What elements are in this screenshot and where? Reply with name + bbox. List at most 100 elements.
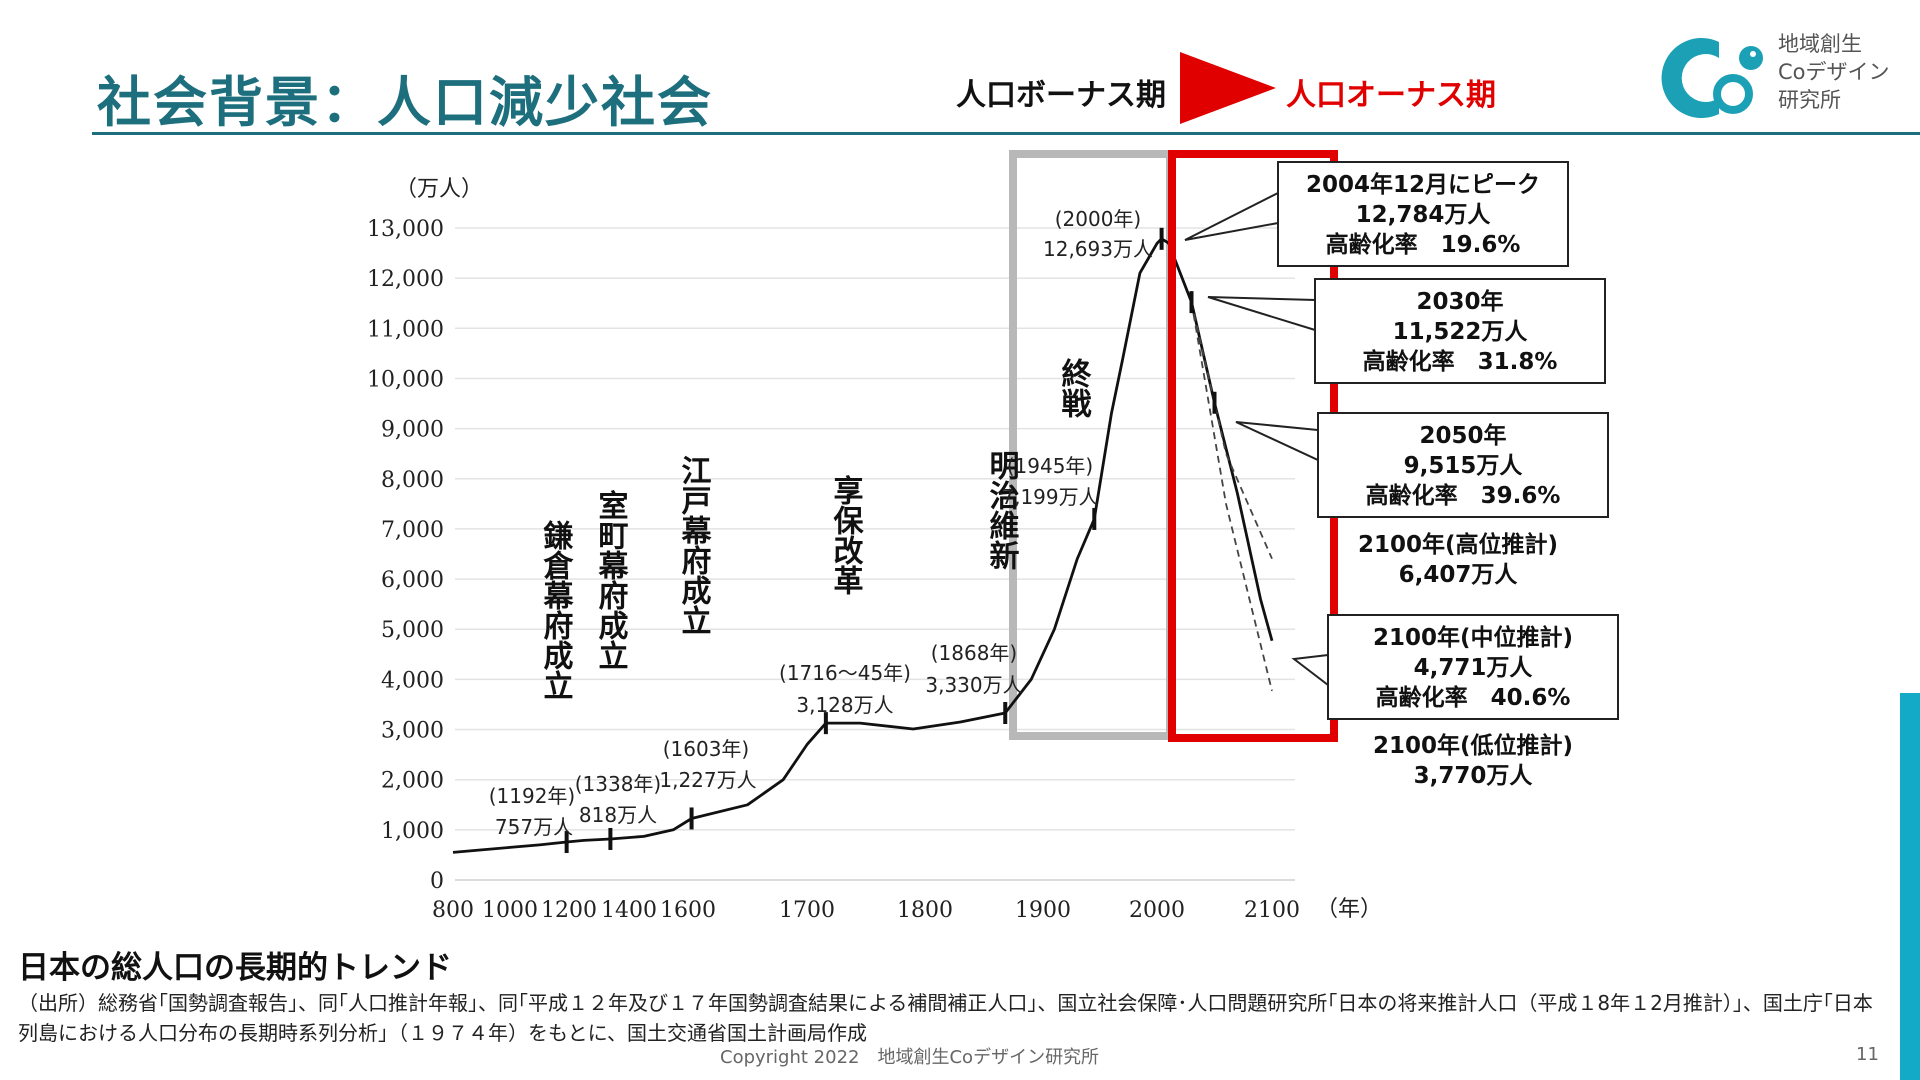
x-tick-label: 2000 <box>1129 898 1185 923</box>
x-tick-label: 1700 <box>779 898 835 923</box>
x-tick-label: 1400 <box>601 898 657 923</box>
series-line-high <box>1190 301 1273 560</box>
callout-line-3: 高齢化率 40.6% <box>1376 684 1571 711</box>
callout-2004-peak: 2004年12月にピーク 12,784万人 高齢化率 19.6% <box>1184 161 1569 267</box>
y-tick-label: 2,000 <box>381 769 444 794</box>
copyright-text: Copyright 2022 地域創生Coデザイン研究所 <box>720 1047 1100 1068</box>
callout-line-1: 2050年 <box>1419 422 1506 449</box>
y-tick-label: 12,000 <box>367 267 444 292</box>
callout-2100-low: 2100年(低位推計) 3,770万人 <box>1373 732 1573 789</box>
y-tick-label: 0 <box>430 869 444 894</box>
callout-2100-high: 2100年(高位推計) 6,407万人 <box>1358 531 1558 588</box>
logo-wordmark: 地域創生 Coデザイン 研究所 <box>1778 30 1890 114</box>
x-tick-label: 1000 <box>482 898 538 923</box>
series-line-actual-medium <box>452 237 1274 854</box>
callout-line-1: 2100年(低位推計) <box>1373 732 1573 759</box>
bonus-phase-label: 人口ボーナス期 <box>956 78 1166 113</box>
event-2000: (2000年) 12,693万人 <box>1043 207 1153 261</box>
callout-2100-medium: 2100年(中位推計) 4,771万人 高齢化率 40.6% <box>1291 614 1619 720</box>
event-end-of-war: 終戦 (1945年) 7,199万人 <box>1001 357 1098 509</box>
callout-box <box>1317 412 1609 518</box>
callout-line-2: 11,522万人 <box>1393 319 1529 345</box>
y-tick-label: 1,000 <box>381 819 444 844</box>
callout-box <box>1277 161 1569 267</box>
event-label: 鎌倉幕府成立 <box>538 520 575 700</box>
y-tick-label: 7,000 <box>381 518 444 543</box>
series-line-low <box>1190 301 1273 692</box>
event-label: 享保改革 <box>828 474 864 595</box>
y-tick-label: 3,000 <box>381 719 444 744</box>
series-lines <box>452 237 1274 854</box>
event-label: 明治維新 <box>984 450 1020 571</box>
callout-line-1: 2004年12月にピーク <box>1306 171 1540 198</box>
callout-box <box>1314 278 1606 384</box>
callout-line-2: 3,770万人 <box>1414 763 1534 789</box>
event-year: (1192年) <box>489 784 576 808</box>
event-value: 12,693万人 <box>1043 237 1153 261</box>
x-tick-label: 2100 <box>1244 898 1300 923</box>
grid-lines <box>455 227 1295 881</box>
x-axis-ticks: 800 1000 1200 1400 1600 1700 1800 1900 2000 2100 <box>432 898 1300 923</box>
callout-line-1: 2100年(高位推計) <box>1358 531 1558 558</box>
event-muromachi: 室町幕府成立 (1338年) 818万人 <box>575 489 662 827</box>
logo-line-2: Coデザイン <box>1778 60 1890 84</box>
event-year: (1945年) <box>1007 454 1094 478</box>
event-edo: 江戸幕府成立 (1603年) 1,227万人 <box>659 455 756 792</box>
x-axis-unit: （年） <box>1316 897 1382 922</box>
callout-pointer <box>1207 296 1316 332</box>
event-value: 757万人 <box>495 815 573 839</box>
x-tick-label: 1200 <box>541 898 597 923</box>
event-kyoho: 享保改革 (1716～45年) 3,128万人 <box>779 474 911 717</box>
event-markers <box>564 227 1217 854</box>
y-tick-label: 13,000 <box>367 217 444 242</box>
event-year: (1868年) <box>931 641 1018 665</box>
logo-icon <box>1661 38 1763 118</box>
y-tick-label: 8,000 <box>381 468 444 493</box>
callout-line-1: 2100年(中位推計) <box>1373 624 1573 651</box>
x-tick-label: 800 <box>432 898 474 923</box>
callout-line-1: 2030年 <box>1416 288 1503 315</box>
event-value: 818万人 <box>579 803 657 827</box>
event-meiji: 明治維新 (1868年) 3,330万人 <box>925 450 1022 697</box>
x-tick-label: 1600 <box>660 898 716 923</box>
logo-line-3: 研究所 <box>1778 88 1841 112</box>
event-label: 終戦 <box>1056 357 1092 418</box>
callout-2050: 2050年 9,515万人 高齢化率 39.6% <box>1235 412 1609 518</box>
event-value: 3,128万人 <box>796 693 893 717</box>
event-value: 1,227万人 <box>659 768 756 792</box>
event-value: 3,330万人 <box>925 673 1022 697</box>
onus-phase-label: 人口オーナス期 <box>1286 78 1496 113</box>
page-number: 11 <box>1856 1044 1879 1065</box>
y-tick-label: 9,000 <box>381 418 444 443</box>
transition-arrow-icon <box>1180 52 1276 124</box>
callout-2030: 2030年 11,522万人 高齢化率 31.8% <box>1207 278 1606 384</box>
event-label: 室町幕府成立 <box>593 489 630 670</box>
x-tick-label: 1800 <box>897 898 953 923</box>
y-tick-label: 11,000 <box>367 317 444 342</box>
callout-line-3: 高齢化率 31.8% <box>1363 348 1558 375</box>
callout-box <box>1327 614 1619 720</box>
callout-pointer <box>1235 421 1319 462</box>
population-chart: 0 1,000 2,000 3,000 4,000 5,000 6,000 7,000 8,00… <box>367 150 1619 923</box>
callout-line-3: 高齢化率 39.6% <box>1366 482 1561 509</box>
side-accent-bar <box>1900 693 1920 1080</box>
source-note: （出所）総務省｢国勢調査報告｣、同｢人口推計年報｣、同｢平成１２年及び１７年国勢… <box>18 991 1873 1045</box>
title-underline <box>92 132 1920 135</box>
x-tick-label: 1900 <box>1015 898 1071 923</box>
event-kamakura: 鎌倉幕府成立 (1192年) 757万人 <box>489 520 576 839</box>
event-year: (1603年) <box>663 737 750 761</box>
y-tick-label: 4,000 <box>381 668 444 693</box>
event-year: (1338年) <box>575 772 662 796</box>
y-axis-ticks: 0 1,000 2,000 3,000 4,000 5,000 6,000 7,000 8,00… <box>367 217 444 894</box>
event-year: (1716～45年) <box>779 661 911 685</box>
callout-pointer <box>1291 653 1329 688</box>
event-value: 7,199万人 <box>1001 485 1098 509</box>
y-axis-label: （万人） <box>395 177 483 202</box>
callout-line-3: 高齢化率 19.6% <box>1326 231 1521 258</box>
event-year: (2000年) <box>1055 207 1142 231</box>
callout-line-2: 9,515万人 <box>1404 453 1524 479</box>
callout-line-2: 6,407万人 <box>1399 562 1519 588</box>
callout-pointer <box>1184 191 1279 241</box>
y-tick-label: 10,000 <box>367 367 444 392</box>
logo-line-1: 地域創生 <box>1778 32 1862 56</box>
